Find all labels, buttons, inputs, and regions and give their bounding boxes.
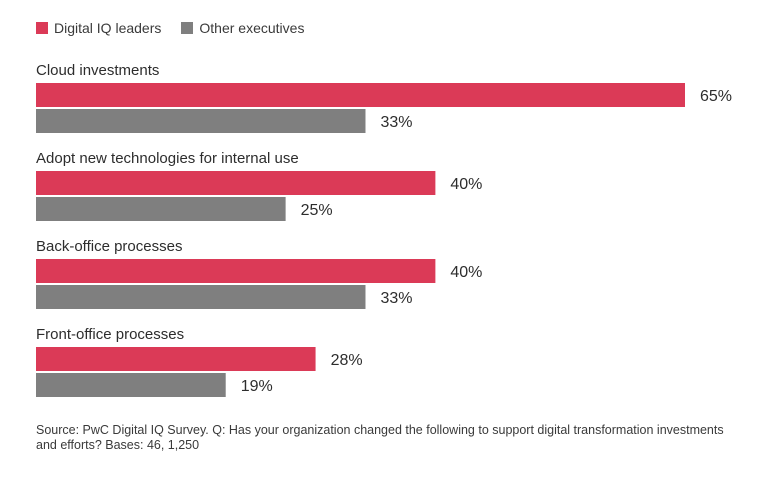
bar-others	[36, 197, 286, 221]
category-label: Cloud investments	[36, 62, 159, 79]
bar-leaders	[36, 83, 685, 107]
legend-label-others: Other executives	[199, 20, 305, 36]
bar-leaders	[36, 347, 316, 371]
data-label-leaders: 40%	[450, 264, 482, 281]
legend-swatch-others	[181, 22, 194, 34]
legend-item-others: Other executives	[181, 20, 304, 36]
bar-others	[36, 285, 366, 309]
data-label-others: 25%	[301, 202, 333, 219]
bar-leaders	[36, 259, 436, 283]
bar-others	[36, 373, 226, 397]
data-label-leaders: 65%	[700, 88, 732, 105]
category-label: Front-office processes	[36, 326, 184, 343]
legend-swatch-leaders	[36, 22, 48, 34]
legend-label-leaders: Digital IQ leaders	[54, 20, 162, 36]
bar-leaders	[36, 171, 436, 195]
source-note: Source: PwC Digital IQ Survey. Q: Has yo…	[36, 423, 724, 452]
bar-others	[36, 109, 366, 133]
legend-item-leaders: Digital IQ leaders	[36, 20, 161, 36]
data-label-leaders: 40%	[450, 176, 482, 193]
data-label-others: 33%	[380, 114, 412, 131]
data-label-others: 19%	[241, 378, 273, 395]
chart-legend: Digital IQ leaders Other executives	[36, 20, 324, 36]
category-label: Back-office processes	[36, 238, 182, 255]
data-label-others: 33%	[380, 290, 412, 307]
category-label: Adopt new technologies for internal use	[36, 150, 299, 167]
data-label-leaders: 28%	[331, 352, 363, 369]
bar-chart: Cloud investments 65% 33% Adopt new technol…	[36, 62, 732, 397]
